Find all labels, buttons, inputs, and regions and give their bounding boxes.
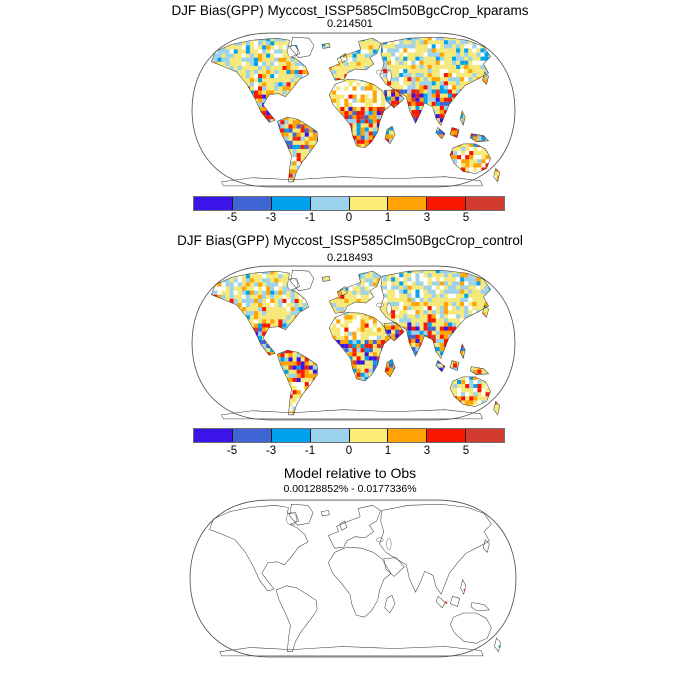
colorbar-ticks-kparams: -5 -3 -1 0 1 3 5: [193, 212, 505, 226]
colorbar-segment: [310, 429, 350, 442]
colorbar-tick-label: -3: [265, 445, 277, 457]
colorbar-tick-label: -1: [304, 445, 316, 457]
panel1-stat: 0.214501: [327, 18, 373, 30]
colorbar-tick-label: 0: [345, 445, 353, 457]
colorbar-tick-label: -5: [226, 212, 238, 224]
colorbar-control: [193, 428, 505, 443]
colorbar-kparams: [193, 196, 505, 211]
colorbar-segment: [271, 429, 311, 442]
colorbar-tick-label: -3: [265, 212, 277, 224]
colorbar-segment: [194, 429, 233, 442]
colorbar-tick-label: 0: [345, 212, 353, 224]
colorbar-segment: [427, 429, 467, 442]
panel1-title: DJF Bias(GPP) Myccost_ISSP585Clm50BgcCro…: [171, 3, 529, 18]
colorbar-segment: [466, 429, 504, 442]
robinson-bias-map-svg: [191, 32, 516, 188]
colorbar-segment: [232, 197, 272, 210]
panel3-title: Model relative to Obs: [283, 465, 417, 481]
colorbar-segment: [310, 197, 350, 210]
colorbar-tick-label: 3: [423, 212, 431, 224]
panel2-title: DJF Bias(GPP) Myccost_ISSP585Clm50BgcCro…: [177, 233, 523, 248]
colorbar-tick-label: 5: [462, 212, 470, 224]
world-bias-map-kparams: [191, 31, 516, 189]
colorbar-segment: [271, 197, 311, 210]
colorbar-segment: [427, 197, 467, 210]
colorbar-ticks-control: -5 -3 -1 0 1 3 5: [193, 445, 505, 459]
colorbar-segment: [194, 197, 233, 210]
robinson-bias-map-svg: [191, 265, 516, 421]
colorbar-segment: [466, 197, 504, 210]
world-outline-map-model-rel-obs: [189, 498, 517, 659]
panel2-stat: 0.218493: [327, 252, 373, 264]
colorbar-tick-label: 1: [384, 212, 392, 224]
colorbar-segment: [349, 429, 389, 442]
robinson-outline-map-svg: [189, 499, 517, 658]
colorbar-segment: [232, 429, 272, 442]
colorbar-segment: [388, 429, 428, 442]
colorbar-tick-label: 5: [462, 445, 470, 457]
colorbar-tick-label: 3: [423, 445, 431, 457]
world-bias-map-control: [191, 264, 516, 422]
colorbar-tick-label: -5: [226, 445, 238, 457]
colorbar-tick-label: 1: [384, 445, 392, 457]
panel3-stat: 0.00128852% - 0.0177336%: [283, 483, 417, 495]
colorbar-tick-label: -1: [304, 212, 316, 224]
colorbar-segment: [388, 197, 428, 210]
colorbar-segment: [349, 197, 389, 210]
